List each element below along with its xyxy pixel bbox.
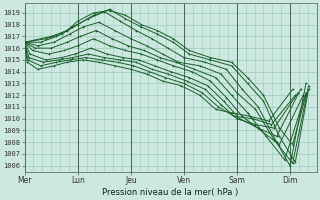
X-axis label: Pression niveau de la mer( hPa ): Pression niveau de la mer( hPa ) <box>102 188 239 197</box>
